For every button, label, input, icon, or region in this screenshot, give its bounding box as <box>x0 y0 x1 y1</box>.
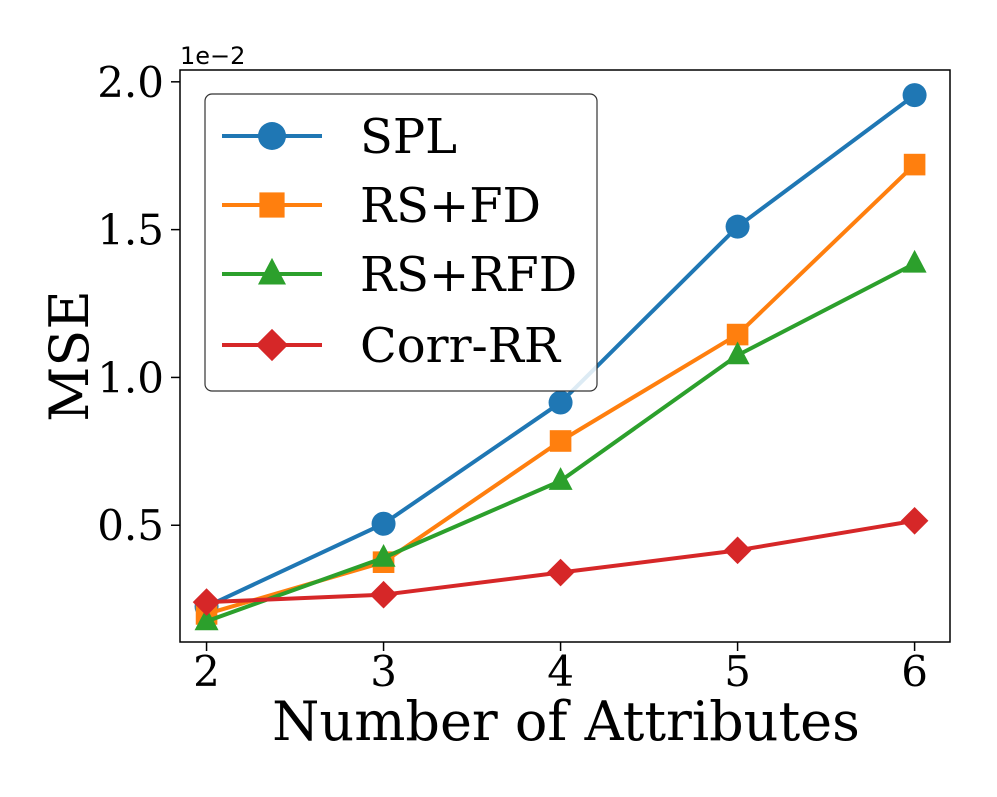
x-tick-label: 6 <box>901 647 928 696</box>
legend: SPL RS+FD RS+RFD Corr-RR <box>204 93 598 392</box>
plot-area <box>179 69 951 643</box>
data-point-spl <box>371 511 396 536</box>
data-point-spl <box>548 390 573 415</box>
data-point-rs-fd <box>549 430 572 452</box>
legend-label: RS+RFD <box>360 247 577 303</box>
series-rs-rfd <box>194 249 927 631</box>
data-point-corr-rr <box>369 580 398 609</box>
data-point-corr-rr <box>546 558 575 587</box>
legend-item-rs-fd: RS+FD <box>222 178 541 234</box>
legend-marker <box>255 328 289 362</box>
legend-label: RS+FD <box>360 178 541 234</box>
data-point-corr-rr <box>723 536 752 565</box>
y-tick-label: 1.0 <box>97 353 164 402</box>
x-tick-label: 4 <box>547 647 574 696</box>
legend-marker <box>258 257 286 285</box>
legend-item-spl: SPL <box>222 109 457 165</box>
data-point-rs-fd <box>726 323 749 346</box>
axis-ticks: 2 3 4 5 6 0.5 1.0 1.5 2.0 <box>97 58 928 696</box>
series-lines <box>192 83 929 631</box>
data-point-rs-rfd <box>548 467 573 490</box>
data-point-rs-rfd <box>902 249 927 273</box>
data-point-rs-rfd <box>371 543 396 567</box>
y-tick-label: 2.0 <box>97 58 164 107</box>
legend-frame <box>204 93 598 392</box>
data-point-rs-rfd <box>194 607 219 631</box>
data-point-corr-rr <box>900 507 929 535</box>
axis-scale-label: 1e−2 <box>180 42 245 70</box>
legend-item-rs-rfd: RS+RFD <box>222 247 577 303</box>
legend-marker <box>259 192 285 218</box>
data-point-spl <box>902 83 927 108</box>
x-tick-label: 5 <box>724 647 751 696</box>
x-tick-label: 3 <box>370 647 397 696</box>
x-axis-label: Number of Attributes <box>272 690 860 753</box>
legend-label: SPL <box>360 109 457 165</box>
y-tick-label: 1.5 <box>97 206 164 255</box>
series-corr-rr <box>192 507 929 616</box>
legend-marker <box>258 122 286 150</box>
x-tick-label: 2 <box>193 647 220 696</box>
y-axis-label: MSE <box>38 290 101 422</box>
legend-item-corr-rr: Corr-RR <box>222 318 562 374</box>
data-point-rs-rfd <box>725 341 750 365</box>
y-tick-label: 0.5 <box>97 501 164 550</box>
data-point-rs-fd <box>903 153 926 176</box>
legend-label: Corr-RR <box>360 318 562 374</box>
data-point-corr-rr <box>192 588 221 616</box>
data-point-spl <box>725 214 750 239</box>
